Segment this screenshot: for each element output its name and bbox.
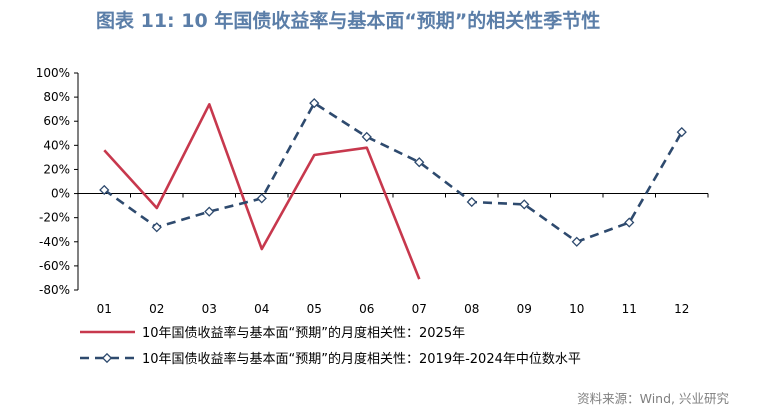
- data-point-marker: [99, 184, 110, 196]
- data-point-marker: [571, 236, 582, 247]
- data-point-marker: [151, 222, 162, 233]
- series-lines: [103, 101, 683, 280]
- x-tick-label: 03: [202, 302, 217, 316]
- legend-marker: [101, 352, 113, 364]
- data-point-marker: [361, 131, 372, 143]
- data-point-marker: [466, 196, 477, 208]
- x-tick-label: 08: [464, 302, 479, 316]
- legend: 10年国债收益率与基本面“预期”的月度相关性：2025年 10年国债收益率与基本面…: [80, 325, 581, 367]
- chart-title: 图表 11: 10 年国债收益率与基本面“预期”的相关性季节性: [96, 10, 601, 32]
- x-tick-label: 01: [97, 302, 112, 316]
- x-axis: 01 02 03 04 05 06 07 08 09 10 11 12: [77, 193, 709, 316]
- data-point-marker: [309, 98, 320, 109]
- data-point-marker: [624, 217, 635, 228]
- x-tick-label: 07: [412, 302, 427, 316]
- y-tick-label: 0%: [51, 187, 70, 201]
- x-tick-label: 12: [674, 302, 689, 316]
- y-tick-label: 20%: [43, 162, 70, 176]
- x-tick-label: 10: [569, 302, 584, 316]
- x-tick-label: 06: [359, 302, 374, 316]
- data-point-marker: [204, 206, 215, 217]
- data-point-marker: [519, 199, 530, 210]
- y-tick-label: 40%: [43, 138, 70, 152]
- x-tick-label: 09: [517, 302, 532, 316]
- y-axis: 100% 80% 60% 40% 20% 0% -20% -40% -60% -80%: [36, 66, 79, 297]
- data-point-marker: [256, 193, 267, 204]
- legend-label: 10年国债收益率与基本面“预期”的月度相关性：2019年-2024年中位数水平: [142, 351, 581, 367]
- source-note: 资料来源：Wind, 兴业研究: [577, 391, 729, 406]
- data-point-marker: [414, 157, 425, 168]
- y-tick-label: 80%: [43, 90, 70, 104]
- y-tick-label: 100%: [36, 66, 70, 80]
- x-tick-label: 02: [149, 302, 164, 316]
- y-tick-label: -20%: [39, 211, 70, 225]
- series-markers: [99, 98, 687, 247]
- series-line-median: [103, 101, 683, 244]
- data-point-marker: [676, 126, 687, 138]
- y-tick-label: -80%: [39, 283, 70, 297]
- series-line-2025: [103, 103, 421, 280]
- x-tick-label: 04: [254, 302, 269, 316]
- y-tick-label: -60%: [39, 259, 70, 273]
- legend-label: 10年国债收益率与基本面“预期”的月度相关性：2025年: [142, 325, 465, 341]
- x-tick-label: 05: [307, 302, 322, 316]
- y-tick-label: -40%: [39, 235, 70, 249]
- x-tick-label: 11: [622, 302, 637, 316]
- y-tick-label: 60%: [43, 114, 70, 128]
